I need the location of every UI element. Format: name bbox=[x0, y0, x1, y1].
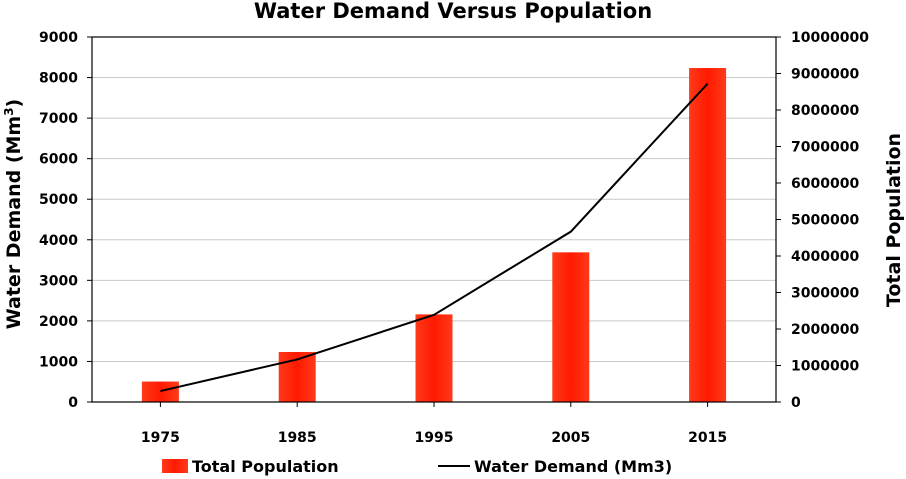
left-tick-label: 5000 bbox=[39, 192, 78, 208]
left-axis-ticks: 0 1000 2000 3000 4000 5000 6000 7000 8000 9000 bbox=[39, 30, 92, 411]
x-tick-label: 1995 bbox=[415, 430, 454, 446]
left-tick-label: 6000 bbox=[39, 152, 78, 168]
bar-population-1975 bbox=[141, 381, 179, 402]
left-tick-label: 8000 bbox=[39, 71, 78, 87]
right-tick-label: 10000000 bbox=[791, 30, 869, 46]
right-tick-label: 3000000 bbox=[791, 286, 859, 302]
bar-population-1995 bbox=[415, 314, 453, 402]
left-tick-label: 0 bbox=[68, 395, 78, 411]
left-axis-title: Water Demand (Mm3) bbox=[2, 99, 25, 330]
left-tick-label: 2000 bbox=[39, 314, 78, 330]
legend: Total Population Water Demand (Mm3) bbox=[162, 457, 672, 476]
chart-title: Water Demand Versus Population bbox=[254, 0, 652, 23]
legend-swatch-population bbox=[162, 459, 188, 473]
right-tick-label: 2000000 bbox=[791, 322, 859, 338]
grid-lines bbox=[92, 77, 776, 362]
x-tick-label: 1975 bbox=[141, 430, 180, 446]
bar-population-2015 bbox=[689, 68, 727, 403]
line-series bbox=[160, 82, 709, 393]
x-axis-ticks: 1975 1985 1995 2005 2015 bbox=[141, 402, 727, 446]
left-tick-label: 3000 bbox=[39, 273, 78, 289]
legend-label-water-demand: Water Demand (Mm3) bbox=[474, 457, 672, 476]
x-tick-label: 2015 bbox=[688, 430, 727, 446]
right-axis-ticks: 0 1000000 2000000 3000000 4000000 5000000 6000… bbox=[776, 30, 869, 411]
bar-population-2005 bbox=[552, 252, 590, 402]
legend-label-population: Total Population bbox=[192, 457, 339, 476]
left-tick-label: 9000 bbox=[39, 30, 78, 46]
left-tick-label: 4000 bbox=[39, 233, 78, 249]
bar-series bbox=[141, 68, 727, 403]
right-axis-title: Total Population bbox=[883, 133, 905, 307]
right-tick-label: 5000000 bbox=[791, 213, 859, 229]
right-tick-label: 4000000 bbox=[791, 249, 859, 265]
right-tick-label: 7000000 bbox=[791, 140, 859, 156]
right-tick-label: 1000000 bbox=[791, 359, 859, 375]
right-tick-label: 0 bbox=[791, 395, 801, 411]
x-tick-label: 2005 bbox=[551, 430, 590, 446]
right-tick-label: 8000000 bbox=[791, 103, 859, 119]
right-tick-label: 9000000 bbox=[791, 67, 859, 83]
left-tick-label: 7000 bbox=[39, 111, 78, 127]
left-tick-label: 1000 bbox=[39, 354, 78, 370]
right-tick-label: 6000000 bbox=[791, 176, 859, 192]
x-tick-label: 1985 bbox=[278, 430, 317, 446]
